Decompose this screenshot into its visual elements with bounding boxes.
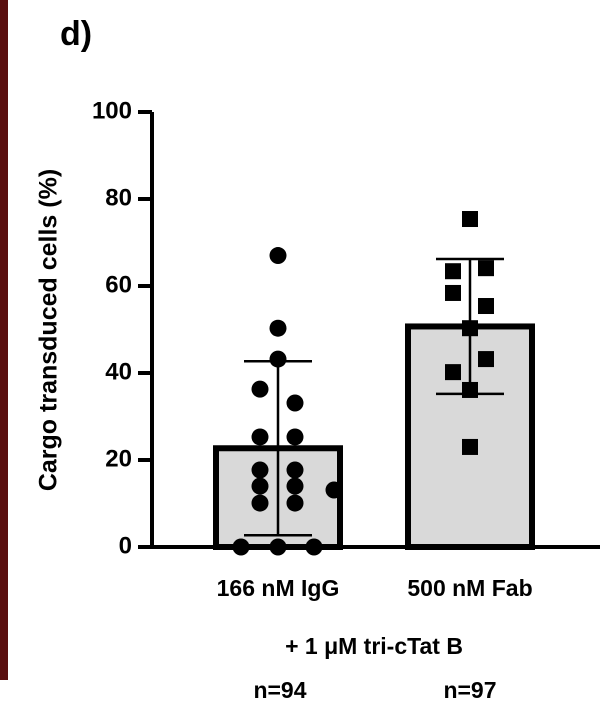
data-point xyxy=(251,494,269,512)
y-axis-label: Cargo transduced cells (%) xyxy=(35,169,63,491)
data-point xyxy=(445,263,461,280)
data-point xyxy=(325,481,343,499)
data-point xyxy=(286,477,304,495)
annotation: + 1 μM tri-cTat B xyxy=(285,633,463,659)
data-point xyxy=(286,494,304,512)
panel-label: d) xyxy=(60,15,92,53)
data-point xyxy=(251,380,269,398)
data-point xyxy=(251,461,269,479)
data-point xyxy=(445,284,461,301)
y-tick-label: 40 xyxy=(105,358,132,385)
data-point xyxy=(305,538,323,556)
data-point xyxy=(462,438,478,455)
data-point xyxy=(269,350,287,368)
data-point xyxy=(286,461,304,479)
data-point xyxy=(478,351,494,368)
x-tick-label: 500 nM Fab xyxy=(407,575,532,601)
image-edge xyxy=(0,0,8,680)
data-point xyxy=(269,538,287,556)
y-tick-label: 20 xyxy=(105,445,132,472)
x-tick-label: 166 nM IgG xyxy=(217,575,340,601)
y-tick-label: 60 xyxy=(105,271,132,298)
data-point xyxy=(286,394,304,412)
data-point xyxy=(445,364,461,381)
y-tick-label: 0 xyxy=(119,532,132,559)
data-point xyxy=(251,477,269,495)
data-point xyxy=(232,538,250,556)
data-point xyxy=(478,298,494,315)
data-point xyxy=(462,211,478,228)
data-point xyxy=(269,247,287,265)
data-point xyxy=(251,428,269,446)
data-point xyxy=(269,319,287,337)
data-point xyxy=(478,260,494,277)
y-tick-label: 100 xyxy=(92,97,132,124)
annotation: n=94 xyxy=(253,677,306,703)
data-point xyxy=(286,428,304,446)
annotation: n=97 xyxy=(443,677,496,703)
y-tick-label: 80 xyxy=(105,184,132,211)
